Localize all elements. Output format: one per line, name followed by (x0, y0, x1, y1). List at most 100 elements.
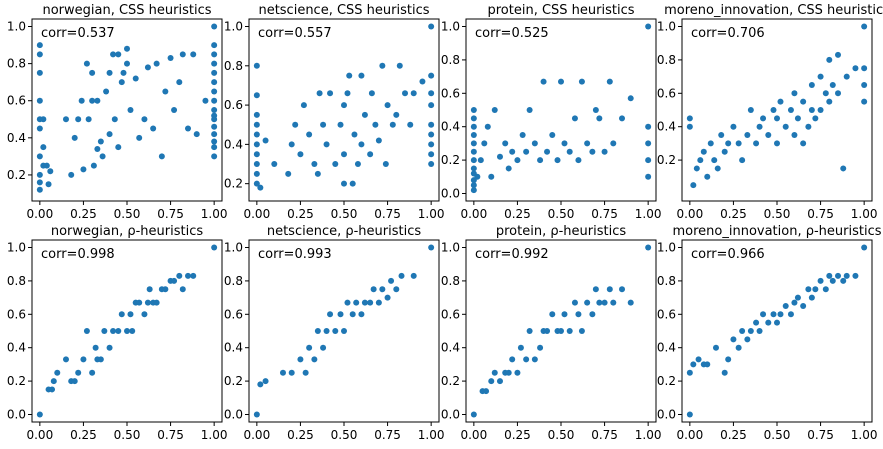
y-tick-label: 0.4 (657, 341, 676, 355)
data-point (627, 299, 634, 306)
data-point (83, 60, 90, 67)
data-point (470, 115, 477, 122)
data-point (537, 157, 544, 164)
x-tick-label: 0.75 (591, 428, 618, 442)
data-point (575, 157, 582, 164)
subplot-title: norwegian, CSS heuristics (42, 3, 211, 18)
data-point (253, 151, 260, 158)
data-point (36, 125, 43, 132)
data-point (382, 161, 389, 168)
data-point (379, 62, 386, 69)
data-point (80, 356, 87, 363)
data-point (393, 111, 400, 118)
corr-annotation: corr=0.525 (475, 26, 549, 41)
data-point (584, 299, 591, 306)
data-point (341, 328, 347, 334)
data-point (509, 148, 516, 155)
data-point (99, 153, 106, 160)
data-point (774, 115, 780, 122)
data-point (54, 369, 61, 376)
data-point (544, 148, 551, 155)
data-point (62, 356, 69, 363)
data-point (774, 319, 780, 326)
data-point (861, 65, 868, 72)
data-point (861, 98, 868, 105)
data-point (40, 116, 47, 123)
data-point (179, 51, 186, 58)
data-point (320, 121, 327, 128)
data-point (379, 286, 386, 293)
data-point (470, 157, 477, 164)
data-point (171, 277, 178, 284)
y-tick-label: 1.0 (224, 241, 243, 255)
data-point (760, 311, 767, 318)
data-point (592, 286, 599, 293)
data-point (509, 356, 516, 363)
data-point (826, 98, 833, 105)
data-point (393, 286, 400, 293)
data-point (344, 90, 351, 97)
data-point (288, 369, 295, 376)
data-point (253, 161, 260, 168)
data-point (211, 60, 218, 67)
data-point (36, 69, 43, 76)
data-point (211, 131, 218, 138)
x-tick-label: 0.00 (460, 428, 487, 442)
data-point (211, 97, 218, 104)
data-point (367, 299, 374, 306)
data-point (686, 369, 693, 376)
data-point (341, 180, 347, 187)
data-point (561, 311, 568, 318)
data-point (190, 51, 197, 58)
data-point (428, 244, 435, 251)
data-point (120, 69, 127, 76)
data-point (36, 51, 43, 58)
data-point (179, 286, 186, 293)
data-point (45, 181, 52, 188)
data-point (765, 319, 772, 326)
data-point (704, 173, 711, 180)
data-point (800, 140, 807, 147)
data-point (808, 107, 815, 113)
x-tick-label: 0.25 (287, 207, 314, 221)
data-point (571, 115, 578, 122)
data-point (262, 378, 269, 385)
data-point (747, 107, 754, 113)
data-point (777, 98, 784, 105)
data-point (314, 170, 321, 177)
data-point (791, 90, 798, 97)
data-point (384, 294, 391, 301)
data-point (470, 107, 477, 113)
data-point (337, 121, 344, 128)
data-point (375, 137, 382, 144)
data-point (202, 97, 209, 104)
x-tick-label: 0.00 (243, 207, 270, 221)
data-point (327, 90, 334, 97)
x-tick-label: 0.50 (114, 207, 141, 221)
y-tick-label: 0.2 (441, 153, 460, 167)
data-point (428, 151, 435, 158)
data-point (257, 381, 264, 388)
data-point (817, 73, 824, 80)
data-point (253, 141, 260, 148)
data-point (596, 299, 603, 306)
data-point (185, 125, 192, 132)
data-point (103, 88, 110, 95)
data-point (162, 88, 169, 95)
data-point (323, 328, 330, 334)
y-tick-label: 0.8 (224, 59, 243, 73)
data-point (428, 121, 435, 128)
data-point (115, 144, 122, 151)
data-point (777, 311, 784, 318)
data-point (349, 311, 356, 318)
data-point (470, 411, 477, 418)
data-point (558, 328, 564, 334)
y-tick-label: 0.8 (7, 57, 26, 71)
data-point (341, 102, 347, 109)
x-tick-label: 0.75 (157, 428, 184, 442)
data-point (402, 90, 409, 97)
y-tick-label: 0.2 (7, 374, 26, 388)
y-tick-label: 0.6 (657, 86, 676, 100)
y-tick-label: 1.0 (441, 20, 460, 34)
